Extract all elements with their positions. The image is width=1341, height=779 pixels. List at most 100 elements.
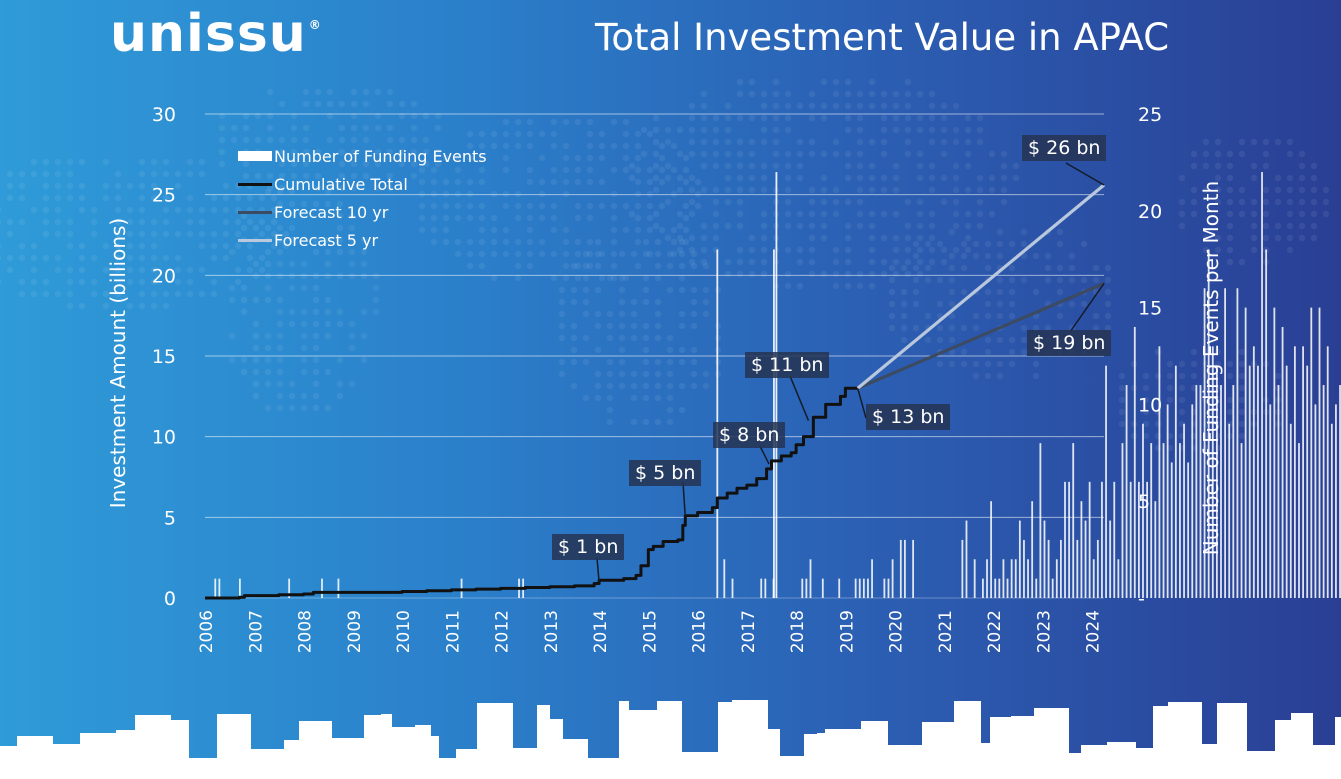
map-dot (18, 182, 26, 190)
map-dot (664, 162, 672, 170)
y-tick-label: 25 (152, 185, 176, 207)
map-dot (252, 344, 260, 352)
map-dot (570, 298, 578, 306)
map-dot (1298, 150, 1306, 158)
map-dot (1020, 228, 1028, 236)
map-dot (312, 392, 320, 400)
map-dot (1008, 360, 1016, 368)
map-dot (466, 154, 474, 162)
map-dot (1092, 324, 1100, 332)
map-dot (832, 186, 840, 194)
map-dot (314, 100, 322, 108)
map-dot (784, 198, 792, 206)
map-dot (700, 162, 708, 170)
map-dot (976, 138, 984, 146)
map-dot (150, 158, 158, 166)
funding-bar (1109, 520, 1112, 598)
funding-bar (1265, 249, 1268, 598)
map-dot (856, 282, 864, 290)
map-dot (230, 136, 238, 144)
map-dot (658, 142, 666, 150)
map-dot (646, 190, 654, 198)
map-dot (700, 102, 708, 110)
x-tick-label: 2020 (887, 610, 907, 653)
map-dot (198, 170, 206, 178)
funding-bar (854, 578, 857, 598)
map-dot (1032, 252, 1040, 260)
funding-bar (1162, 443, 1165, 598)
map-dot (610, 142, 618, 150)
funding-bar (1096, 539, 1099, 598)
map-dot (1238, 198, 1246, 206)
map-dot (276, 296, 284, 304)
map-dot (300, 368, 308, 376)
funding-bar (1088, 481, 1091, 598)
map-dot (126, 242, 134, 250)
map-dot (868, 78, 876, 86)
map-dot (904, 150, 912, 158)
map-dot (242, 160, 250, 168)
map-dot (114, 242, 122, 250)
map-dot (228, 284, 236, 292)
map-dot (760, 174, 768, 182)
map-dot (336, 224, 344, 232)
map-dot (892, 234, 900, 242)
map-dot (138, 242, 146, 250)
map-dot (386, 148, 394, 156)
funding-bar (1076, 539, 1079, 598)
map-dot (1166, 360, 1174, 368)
map-dot (868, 246, 876, 254)
map-dot (1166, 384, 1174, 392)
map-dot (18, 278, 26, 286)
funding-bar (994, 578, 997, 598)
funding-bar (1129, 481, 1132, 598)
map-dot (1118, 372, 1126, 380)
map-dot (138, 218, 146, 226)
map-dot (66, 266, 74, 274)
map-dot (66, 230, 74, 238)
map-dot (856, 186, 864, 194)
map-dot (586, 154, 594, 162)
map-dot (222, 254, 230, 262)
map-dot (78, 254, 86, 262)
map-dot (336, 200, 344, 208)
map-dot (724, 102, 732, 110)
map-dot (126, 266, 134, 274)
map-dot (1178, 372, 1186, 380)
map-dot (1178, 174, 1186, 182)
map-dot (1274, 372, 1282, 380)
funding-bar (965, 520, 968, 598)
map-dot (570, 382, 578, 390)
map-dot (1056, 312, 1064, 320)
map-dot (266, 172, 274, 180)
map-dot (1008, 300, 1016, 308)
map-dot (558, 358, 566, 366)
map-dot (808, 210, 816, 218)
map-dot (594, 346, 602, 354)
map-dot (682, 214, 690, 222)
funding-bar (337, 578, 340, 598)
map-dot (760, 90, 768, 98)
map-dot (1226, 174, 1234, 182)
map-dot (844, 162, 852, 170)
map-dot (66, 170, 74, 178)
map-dot (682, 238, 690, 246)
map-dot (150, 278, 158, 286)
map-dot (350, 184, 358, 192)
map-dot (562, 226, 570, 234)
map-dot (1142, 432, 1150, 440)
map-dot (1322, 210, 1330, 218)
brand-logo: unissu ® (110, 4, 322, 64)
map-dot (1214, 138, 1222, 146)
map-dot (18, 194, 26, 202)
map-dot (1118, 384, 1126, 392)
map-dot (348, 332, 356, 340)
funding-bar (764, 578, 767, 598)
map-dot (960, 360, 968, 368)
map-dot (784, 270, 792, 278)
map-dot (550, 250, 558, 258)
map-dot (666, 358, 674, 366)
map-dot (1214, 174, 1222, 182)
funding-bar (1051, 578, 1054, 598)
map-dot (574, 238, 582, 246)
